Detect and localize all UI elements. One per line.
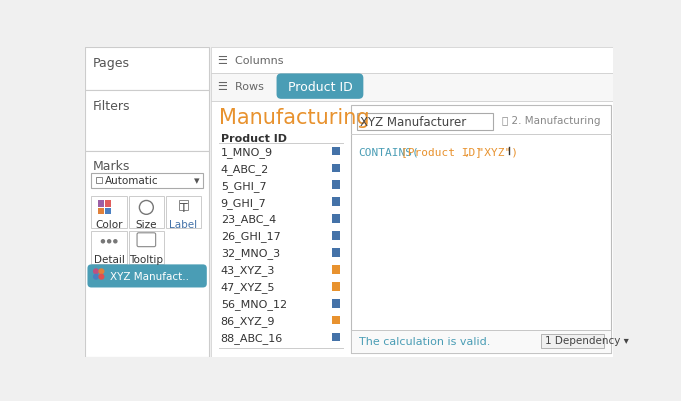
Bar bbox=[332, 282, 340, 291]
Bar bbox=[91, 232, 127, 264]
Text: ▾: ▾ bbox=[194, 176, 200, 186]
Text: Detail: Detail bbox=[94, 255, 125, 265]
Bar bbox=[129, 196, 164, 229]
Circle shape bbox=[101, 240, 104, 243]
Bar bbox=[97, 209, 104, 215]
Text: Tooltip: Tooltip bbox=[129, 255, 163, 265]
Text: 86_XYZ_9: 86_XYZ_9 bbox=[221, 316, 275, 326]
Circle shape bbox=[99, 269, 104, 274]
Text: 47_XYZ_5: 47_XYZ_5 bbox=[221, 282, 275, 292]
FancyBboxPatch shape bbox=[87, 265, 207, 288]
Text: [Product ID]: [Product ID] bbox=[400, 147, 481, 157]
Bar bbox=[85, 90, 209, 152]
Bar bbox=[351, 106, 611, 353]
Text: Automatic: Automatic bbox=[106, 176, 159, 186]
Text: Pages: Pages bbox=[93, 57, 130, 70]
Text: 32_MNO_3: 32_MNO_3 bbox=[221, 248, 280, 259]
Text: 🔒 2. Manufacturing: 🔒 2. Manufacturing bbox=[502, 116, 601, 126]
Text: 88_ABC_16: 88_ABC_16 bbox=[221, 332, 283, 343]
Bar bbox=[165, 196, 202, 229]
Bar bbox=[332, 333, 340, 342]
Text: Manufacturing: Manufacturing bbox=[219, 108, 370, 128]
Bar bbox=[211, 102, 613, 357]
Text: Marks: Marks bbox=[93, 160, 130, 172]
Circle shape bbox=[94, 269, 98, 274]
Text: Product ID: Product ID bbox=[287, 81, 352, 94]
Circle shape bbox=[114, 240, 117, 243]
Text: 1_MNO_9: 1_MNO_9 bbox=[221, 146, 273, 157]
Bar bbox=[357, 113, 493, 130]
Bar bbox=[85, 152, 209, 357]
Text: Label: Label bbox=[170, 219, 197, 229]
Text: The calculation is valid.: The calculation is valid. bbox=[359, 336, 490, 346]
Text: , "XYZ"): , "XYZ") bbox=[464, 147, 518, 157]
Text: ☰  Rows: ☰ Rows bbox=[218, 82, 264, 92]
Bar bbox=[332, 316, 340, 325]
Bar bbox=[96, 177, 102, 183]
Bar bbox=[332, 181, 340, 189]
Text: ☰  Columns: ☰ Columns bbox=[218, 56, 283, 66]
Bar bbox=[351, 330, 611, 353]
FancyBboxPatch shape bbox=[276, 74, 364, 99]
Text: Color: Color bbox=[95, 219, 123, 229]
Bar bbox=[129, 232, 164, 264]
Bar bbox=[332, 215, 340, 223]
Bar bbox=[541, 334, 604, 348]
Text: XYZ Manufacturer: XYZ Manufacturer bbox=[360, 116, 466, 129]
Bar bbox=[97, 201, 104, 207]
Bar bbox=[332, 198, 340, 207]
Circle shape bbox=[94, 275, 98, 279]
Bar bbox=[332, 147, 340, 156]
Text: 56_MNO_12: 56_MNO_12 bbox=[221, 298, 287, 310]
Text: T: T bbox=[180, 202, 187, 215]
FancyBboxPatch shape bbox=[137, 233, 156, 247]
Bar bbox=[211, 48, 613, 73]
Circle shape bbox=[99, 275, 104, 279]
Bar bbox=[332, 265, 340, 274]
Bar bbox=[91, 173, 203, 189]
Bar bbox=[85, 48, 209, 90]
Bar bbox=[179, 200, 188, 210]
Bar bbox=[106, 209, 112, 215]
Text: Product ID: Product ID bbox=[221, 134, 287, 144]
Bar bbox=[91, 196, 127, 229]
Text: 23_ABC_4: 23_ABC_4 bbox=[221, 214, 276, 225]
Text: 5_GHI_7: 5_GHI_7 bbox=[221, 180, 266, 191]
Bar bbox=[332, 232, 340, 240]
Text: 4_ABC_2: 4_ABC_2 bbox=[221, 163, 269, 174]
Bar bbox=[106, 201, 112, 207]
Bar bbox=[332, 164, 340, 172]
Text: CONTAINS(: CONTAINS( bbox=[359, 147, 419, 157]
Text: Filters: Filters bbox=[93, 99, 130, 113]
Circle shape bbox=[108, 240, 111, 243]
Text: 43_XYZ_3: 43_XYZ_3 bbox=[221, 265, 275, 275]
Bar bbox=[211, 73, 613, 102]
Text: 1 Dependency ▾: 1 Dependency ▾ bbox=[545, 335, 629, 345]
Text: Size: Size bbox=[136, 219, 157, 229]
Text: 9_GHI_7: 9_GHI_7 bbox=[221, 197, 266, 208]
Bar bbox=[332, 249, 340, 257]
Text: XYZ Manufact..: XYZ Manufact.. bbox=[110, 271, 189, 281]
Text: 26_GHI_17: 26_GHI_17 bbox=[221, 231, 281, 242]
Bar bbox=[332, 299, 340, 308]
